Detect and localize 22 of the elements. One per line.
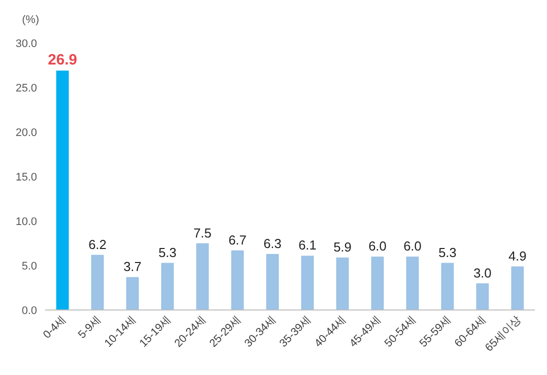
data-label: 6.3 [263,236,282,251]
y-tick-label: 20.0 [16,127,37,139]
y-axis-title: (%) [22,14,40,26]
y-tick-label: 10.0 [16,216,37,228]
data-label: 26.9 [48,52,78,69]
data-label: 4.9 [508,248,527,264]
data-label: 5.3 [438,244,457,260]
data-label: 6.1 [298,238,317,253]
data-label: 5.3 [158,244,177,260]
data-label: 3.7 [123,259,142,274]
data-label: 7.5 [193,225,212,240]
y-tick-label: 15.0 [16,172,37,184]
data-label: 6.2 [88,236,107,252]
y-tick-label: 25.0 [16,82,37,94]
data-label: 6.0 [403,238,422,254]
y-tick-label: 5.0 [22,260,37,272]
data-label: 5.9 [333,239,352,254]
y-tick-label: 0.0 [22,305,37,317]
y-tick-label: 30.0 [16,38,37,50]
data-label: 6.7 [228,232,247,248]
data-label: 6.0 [368,238,387,254]
data-label: 3.0 [473,265,492,280]
